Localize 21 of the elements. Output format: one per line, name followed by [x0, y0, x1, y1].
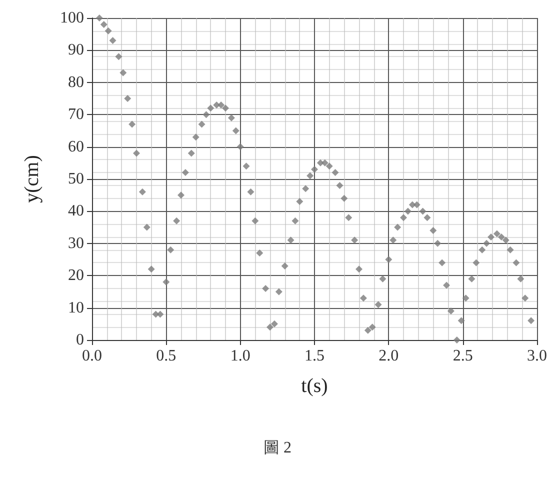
- x-tick-label: 2.5: [452, 348, 473, 364]
- x-tick-label: 2.0: [378, 348, 399, 364]
- y-tick-label: 70: [68, 106, 84, 124]
- caption: 圖 2: [264, 440, 292, 456]
- y-tick-label: 30: [68, 234, 84, 252]
- x-axis-title: t(s): [301, 375, 328, 397]
- y-tick-label: 50: [68, 170, 84, 188]
- y-tick-label: 40: [68, 202, 84, 220]
- x-tick-label: 1.0: [230, 348, 250, 364]
- y-tick-label: 0: [76, 332, 84, 348]
- y-tick-label: 10: [68, 299, 84, 316]
- x-tick-label: 3.0: [527, 348, 547, 364]
- y-tick-label: 100: [60, 10, 84, 26]
- x-tick-label: 0.0: [82, 348, 102, 364]
- x-tick-label: 1.5: [304, 348, 324, 364]
- y-tick-label: 90: [68, 42, 84, 59]
- y-tick-label: 20: [68, 267, 84, 284]
- y-tick-label: 60: [68, 138, 84, 156]
- x-tick-label: 0.5: [156, 348, 176, 364]
- y-axis-title: y(cm): [21, 155, 43, 203]
- y-tick-label: 80: [68, 74, 84, 91]
